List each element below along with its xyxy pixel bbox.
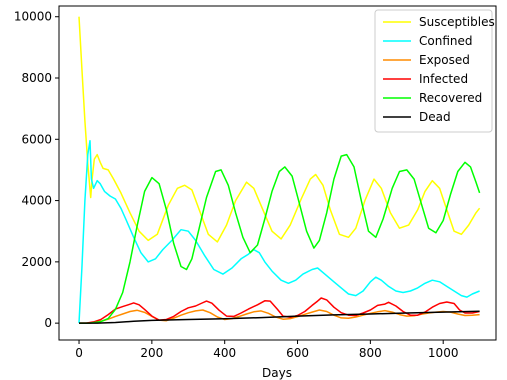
legend-label-susceptibles: Susceptibles [419, 15, 495, 29]
x-tick-label: 0 [75, 346, 83, 360]
x-tick-label: 600 [286, 346, 309, 360]
x-tick-label: 400 [213, 346, 236, 360]
y-tick-label: 4000 [21, 194, 52, 208]
series-line-susceptibles [78, 16, 481, 243]
y-tick-label: 8000 [21, 71, 52, 85]
x-tick-label: 1000 [428, 346, 459, 360]
x-axis-label: Days [262, 366, 292, 380]
legend-label-recovered: Recovered [419, 91, 482, 105]
x-axis: 0 200 400 600 800 1000 [75, 340, 458, 360]
series-line-dead [79, 310, 480, 324]
series-line-infected [79, 297, 480, 324]
plot-frame [58, 5, 497, 341]
legend-label-infected: Infected [419, 72, 468, 86]
x-tick-label: 200 [140, 346, 163, 360]
legend-label-dead: Dead [419, 110, 451, 124]
x-tick-label: 800 [359, 346, 382, 360]
series-layer [78, 16, 481, 324]
series-line-confined [78, 140, 480, 324]
legend-label-exposed: Exposed [419, 53, 470, 67]
y-tick-label: 2000 [21, 255, 52, 269]
y-tick-label: 0 [44, 316, 52, 330]
series-line-recovered [79, 153, 481, 324]
legend: Susceptibles Confined Exposed Infected Recov… [374, 9, 495, 133]
legend-label-confined: Confined [419, 34, 473, 48]
y-tick-label: 10000 [14, 10, 52, 24]
y-axis: 0 2000 4000 6000 8000 10000 [14, 10, 59, 330]
y-tick-label: 6000 [21, 132, 52, 146]
